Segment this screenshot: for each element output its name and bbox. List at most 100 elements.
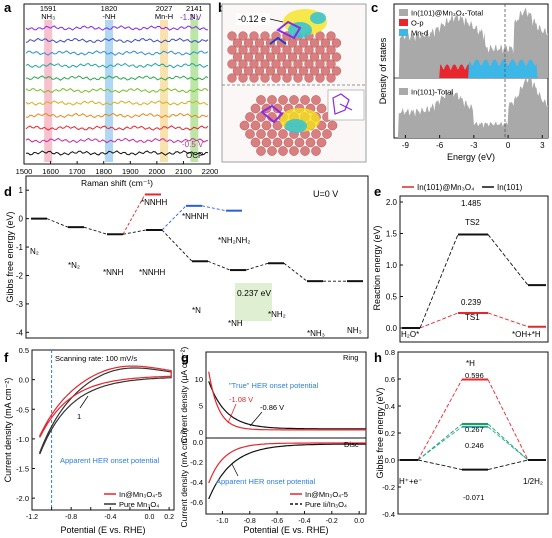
atom-top-53 (265, 66, 276, 76)
reaction-legend: In(101)@Mn₃O₄ In(101) (402, 183, 523, 192)
atom-top-42 (249, 59, 259, 69)
legend-swatch-in101 (399, 88, 408, 95)
scan-rate-label: Scanning rate: 100 mV/s (55, 354, 137, 363)
atom-bottom-76 (250, 103, 261, 114)
legend-label-mnd: Mn-d (411, 29, 428, 38)
atom-top-49 (326, 59, 336, 69)
legend-label-in101: In(101)-Total (411, 88, 453, 97)
atom-top-40 (227, 59, 237, 69)
raman-band-species-3: N₂ (190, 12, 198, 21)
state-nnh: *NNH (103, 268, 124, 277)
rrde-xtick-1: -0.8 (244, 518, 256, 525)
her-link-0-0 (417, 379, 463, 461)
reaction-link-1-0 (419, 234, 459, 329)
atom-top-20 (227, 45, 237, 55)
cv-ytick-2: -0.5 (16, 405, 29, 414)
atom-top-60 (227, 73, 237, 83)
dos-top-total-area (394, 7, 548, 78)
reaction-ytick-3: 0.5 (386, 293, 398, 302)
legend-label-g-black: Pure Ii/In₃O₄ (305, 500, 347, 509)
atom-bottom-75 (311, 95, 321, 105)
dos-xtick-2: -3 (470, 141, 478, 150)
ring-ytick-1: 5 (199, 402, 203, 411)
inset-molecule (332, 93, 353, 115)
ring-in-mn-curve (208, 371, 366, 431)
reaction-ytick-1: 1.5 (386, 230, 398, 239)
atom-bottom-82 (316, 103, 327, 114)
atom-top-52 (254, 66, 265, 76)
state-n2: N₂ (30, 247, 39, 256)
ring-y-axis-label: Current density (μA cm⁻²) (179, 346, 189, 443)
atom-bottom-101 (256, 129, 266, 139)
raman-trace-0 (25, 25, 209, 31)
atom-top-17 (309, 38, 320, 48)
atom-top-11 (243, 38, 254, 48)
rds-barrier-label: 0.237 eV (237, 288, 271, 298)
raman-trace-6 (25, 100, 209, 106)
panel-f-label: f (4, 350, 9, 365)
her-top-state: *H (466, 359, 475, 368)
atom-top-33 (265, 52, 276, 62)
panel-a-label: a (4, 0, 12, 15)
raman-band-species-2: Mn-H (155, 12, 173, 21)
nrr-ytick-3: -2 (16, 271, 24, 280)
atom-bottom-119 (300, 146, 310, 156)
nrr-link-4 (161, 205, 187, 231)
raman-trace-2 (25, 50, 209, 56)
cv-ytick-3: -1.0 (16, 435, 29, 444)
legend-label-op: O-p (411, 19, 424, 28)
atom-top-21 (238, 45, 248, 55)
her-y-axis-label: Gibbs free energy (eV) (375, 387, 385, 478)
disc-ytick-3: -0.6 (190, 498, 203, 507)
raman-trace-1 (25, 37, 209, 44)
panel-f-frame (31, 349, 175, 511)
atom-top-69 (326, 73, 336, 83)
her-ytick-2: 0.4 (385, 402, 395, 411)
atom-top-30 (232, 52, 243, 62)
dos-mn-d-area (394, 59, 548, 78)
ts2-value: 1.485 (461, 199, 482, 208)
atom-bottom-120 (311, 146, 321, 156)
atom-top-57 (309, 66, 320, 76)
legend-swatch-total (399, 9, 408, 16)
legend-label-g-red: In@Mn₃O₄-5 (305, 490, 348, 499)
charge-density-top (269, 9, 327, 45)
nrr-link-7 (207, 260, 231, 271)
atom-bottom-102 (267, 129, 277, 139)
cv-pure-mn3o4-curve (39, 367, 172, 455)
raman-band-position-3: 2141 (186, 4, 203, 13)
disc-ytick-0: 0.0 (193, 438, 203, 447)
onset-black-label: -0.86 V (260, 403, 284, 412)
charge-label-bg (236, 13, 270, 25)
atom-top-51 (243, 66, 254, 76)
charge-label: -0.12 e (238, 14, 266, 24)
atom-top-59 (331, 66, 342, 76)
panel-b: b -0.12 e (218, 0, 367, 163)
atom-top-56 (298, 66, 309, 76)
dos-y-axis-label: Density of states (378, 37, 388, 104)
atom-top-61 (238, 73, 248, 83)
atom-bottom-118 (289, 146, 299, 156)
rrde-xtick-4: -0.2 (326, 518, 338, 525)
atom-top-32 (254, 52, 265, 62)
her-ytick-0: 0.8 (385, 348, 395, 357)
disc-pure-curve (208, 443, 366, 500)
legend-label-in-mn: In(101)@Mn₃O₄ (417, 183, 474, 192)
cv-legend: In@Mn₃O₄-5 Pure Mn₃O₄ (104, 490, 162, 509)
atom-top-9 (326, 31, 336, 41)
raman-x-axis-label: Raman shift (cm⁻¹) (81, 178, 153, 188)
atom-top-43 (260, 59, 270, 69)
atom-top-36 (298, 52, 309, 62)
atom-bottom-103 (278, 129, 288, 139)
g-apparent-arrow (231, 463, 239, 477)
panel-c: c In(101)@Mn₃O₄-Total O-p Mn-d In(101)-T… (371, 0, 549, 162)
raman-x-ticks: 1500 1600 1700 1800 1900 2000 2100 2200 (16, 161, 218, 176)
atom-top-48 (315, 59, 325, 69)
her-right-state: 1/2H₂ (523, 477, 543, 486)
atom-bottom-93 (261, 120, 272, 131)
dos-xtick-1: -6 (436, 141, 444, 150)
cv-xtick-7: 0.2 (164, 514, 174, 521)
ts1-label: TS1 (465, 313, 480, 322)
ring-ytick-0: 10 (195, 375, 203, 384)
atom-top-63 (260, 73, 270, 83)
